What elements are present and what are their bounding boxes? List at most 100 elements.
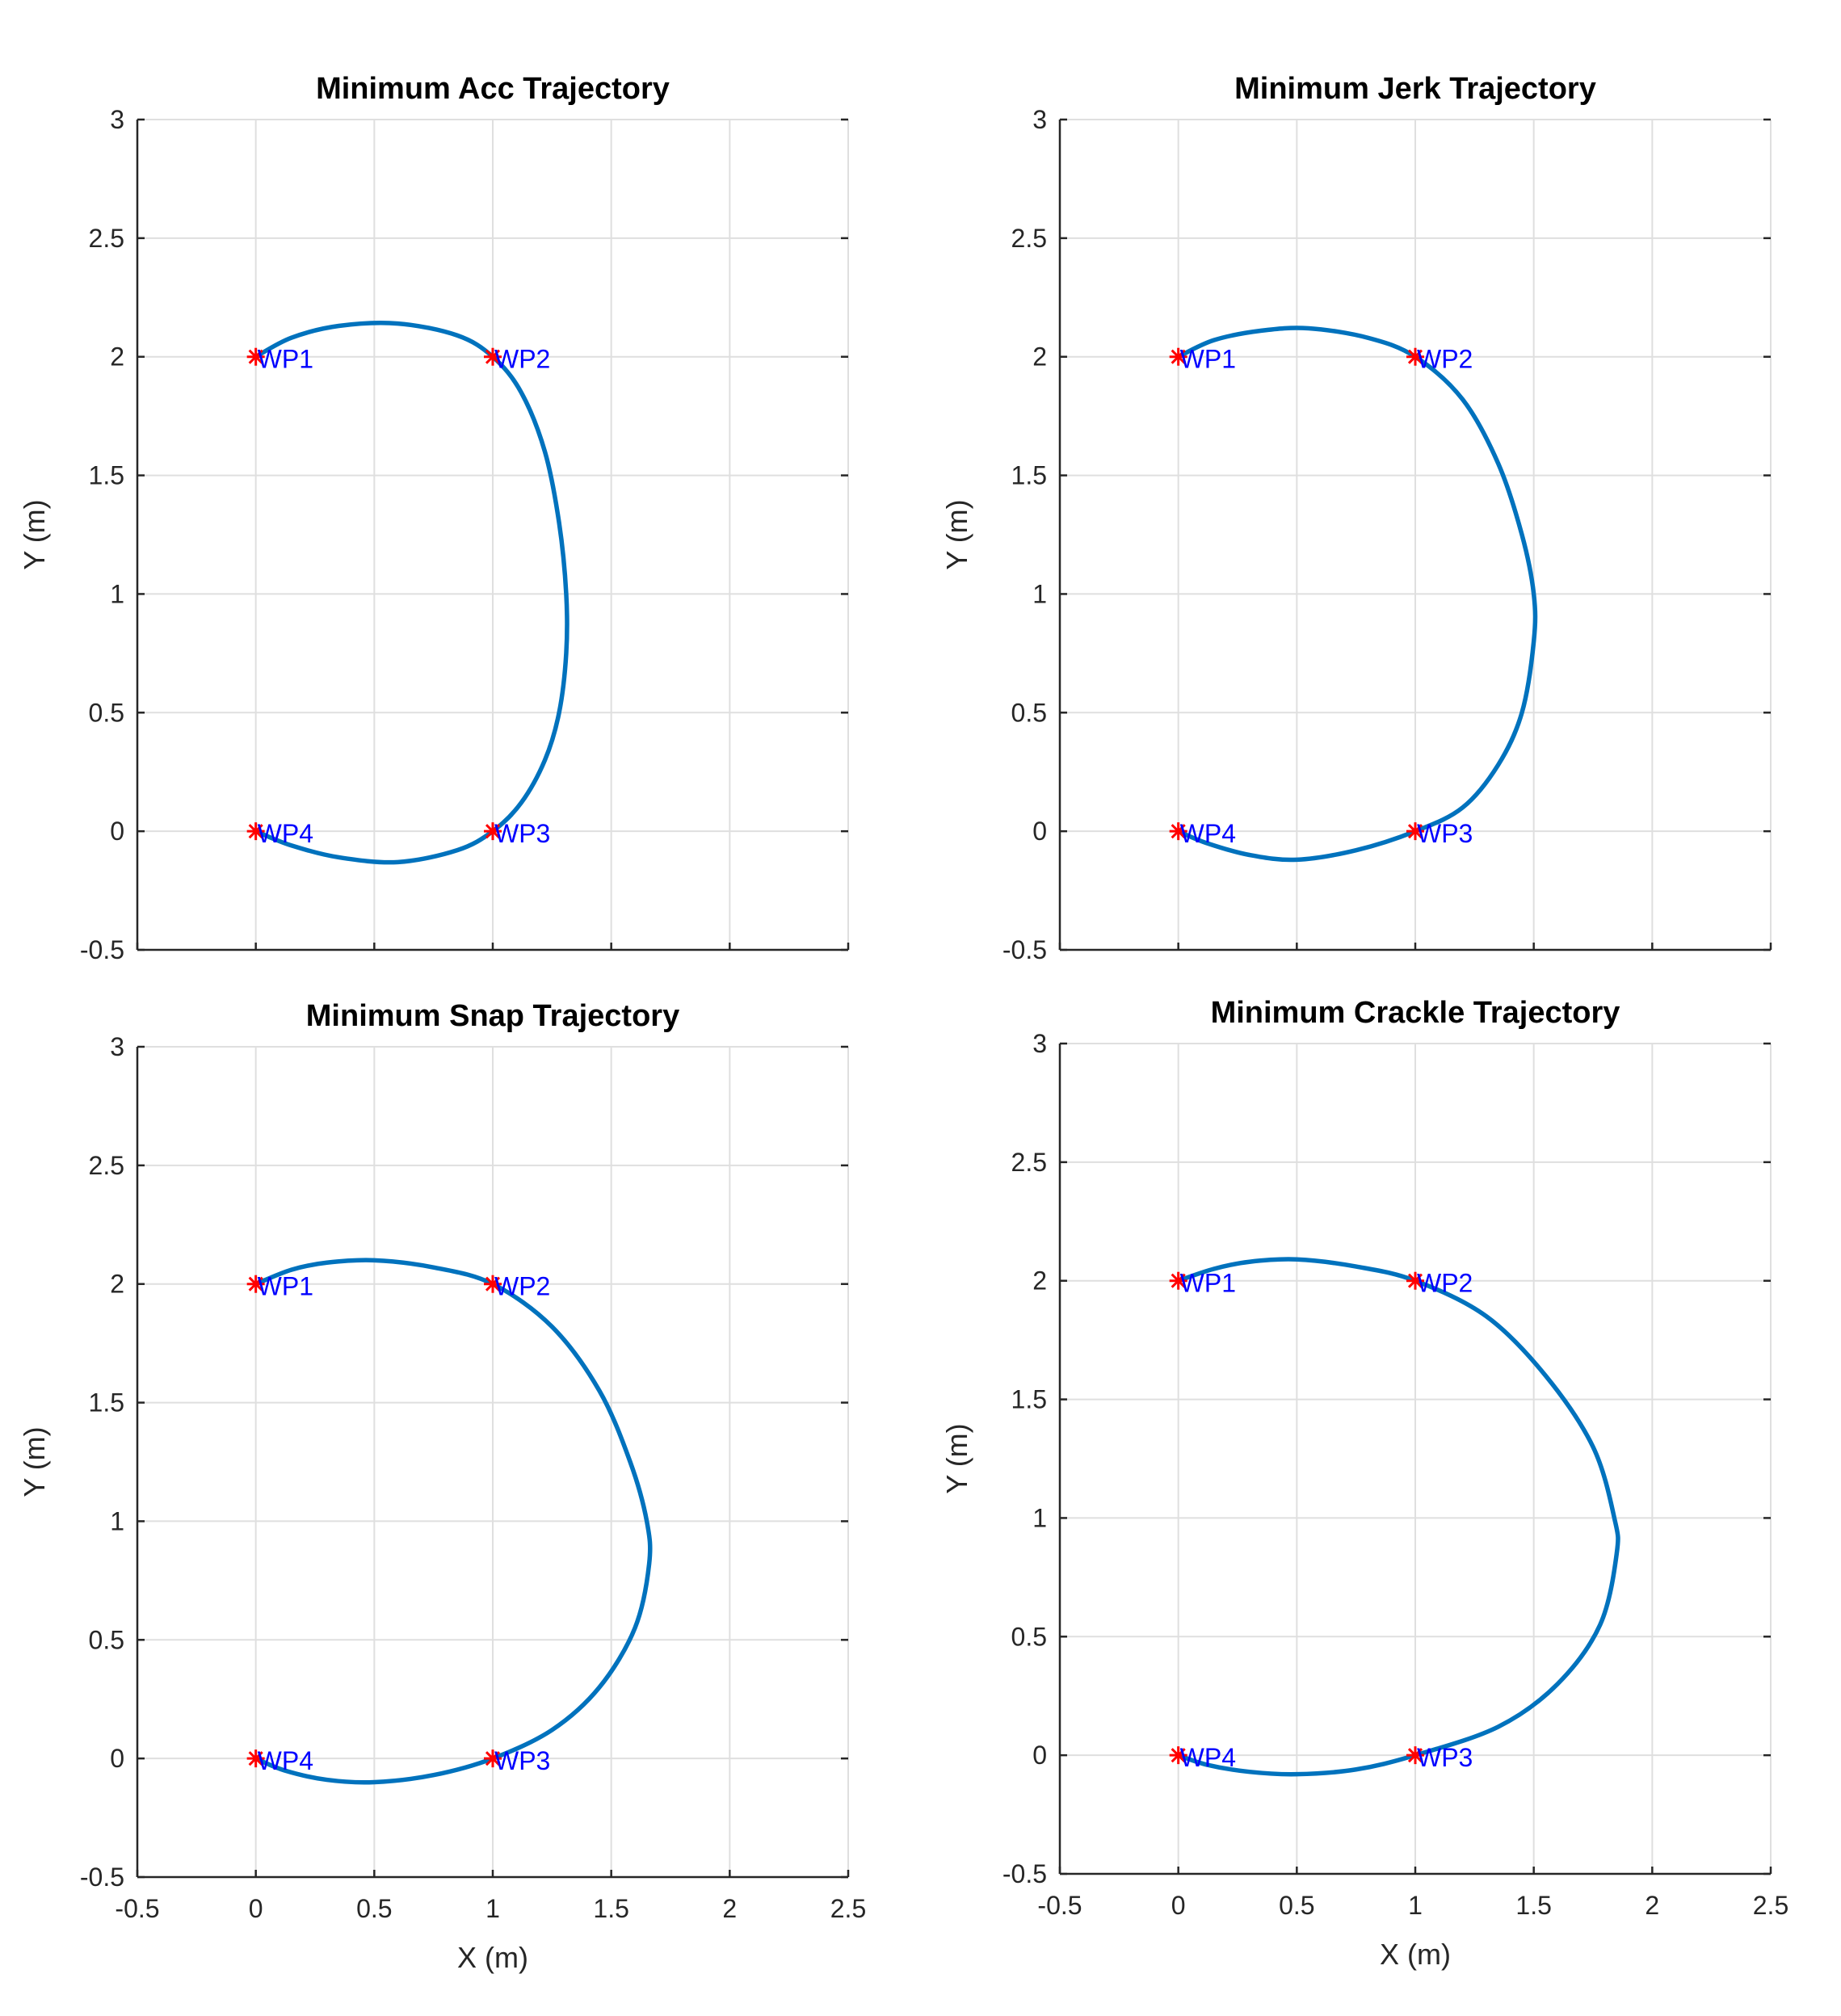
y-tick-label: 3: [1032, 105, 1047, 134]
waypoint-marker-stroke: [248, 1276, 263, 1292]
chart-title: Minimum Jerk Trajectory: [1234, 72, 1596, 106]
y-tick-label: -0.5: [1002, 1859, 1047, 1888]
y-tick-label: 2.5: [1011, 224, 1047, 253]
trajectory-line: [1175, 1257, 1620, 1777]
y-tick-label: 2.5: [89, 224, 124, 253]
x-tick-label: 2.5: [830, 1894, 866, 1923]
y-tick-label: 2: [110, 342, 124, 372]
waypoint-marker-stroke: [1407, 1748, 1423, 1763]
y-tick-label: 1: [110, 1506, 124, 1535]
x-tick-label: 0: [249, 1894, 263, 1923]
y-tick-label: 1.5: [1011, 461, 1047, 490]
trajectory-line: [253, 321, 570, 865]
y-tick-label: 2: [1032, 342, 1047, 372]
waypoint-marker-stroke: [485, 824, 501, 839]
y-tick-label: 1.5: [1011, 1385, 1047, 1414]
y-tick-label: 2: [1032, 1266, 1047, 1296]
waypoint-label: WP4: [258, 819, 313, 848]
waypoint-marker: [246, 822, 265, 841]
x-tick-label: 0: [1171, 1891, 1186, 1920]
waypoint-label: WP4: [1180, 819, 1236, 848]
x-tick-label: 1: [485, 1894, 500, 1923]
y-axis-label: Y (m): [940, 1423, 973, 1493]
waypoint-marker: [1406, 347, 1424, 366]
x-axis-label: X (m): [457, 1941, 528, 1974]
y-tick-label: 3: [1032, 1029, 1047, 1058]
y-tick-label: 3: [110, 1032, 124, 1061]
waypoint-marker: [1169, 822, 1187, 841]
waypoint-marker-stroke: [485, 349, 501, 364]
y-tick-label: 0: [1032, 1741, 1047, 1770]
waypoint-marker-stroke: [1407, 824, 1423, 839]
trajectory-line: [1175, 326, 1538, 863]
waypoint-marker: [1406, 1271, 1424, 1290]
waypoint-marker-stroke: [1407, 349, 1423, 364]
waypoint-label: WP2: [1417, 1269, 1473, 1298]
waypoint-marker-stroke: [1171, 349, 1186, 364]
x-tick-label: 2: [722, 1894, 737, 1923]
waypoint-marker: [246, 1749, 265, 1768]
x-tick-label: 1.5: [593, 1894, 628, 1923]
waypoint-label: WP3: [494, 819, 550, 848]
y-tick-label: -0.5: [80, 1863, 124, 1892]
waypoint-label: WP4: [1180, 1743, 1236, 1772]
y-tick-label: 1: [110, 579, 124, 608]
waypoint-marker-stroke: [248, 824, 263, 839]
waypoint-marker-stroke: [1407, 1273, 1423, 1288]
y-tick-label: 3: [110, 105, 124, 134]
x-tick-label: -0.5: [115, 1894, 159, 1923]
y-tick-label: 0.5: [89, 1625, 124, 1654]
chart-title: Minimum Crackle Trajectory: [1211, 996, 1620, 1030]
chart-title: Minimum Acc Trajectory: [316, 72, 670, 106]
y-axis-label: Y (m): [18, 1426, 51, 1497]
waypoint-label: WP2: [1417, 345, 1473, 374]
waypoint-label: WP2: [494, 345, 550, 374]
waypoint-marker-stroke: [485, 1751, 501, 1766]
waypoint-marker-stroke: [248, 349, 263, 364]
y-tick-label: 0.5: [1011, 1622, 1047, 1651]
waypoint-label: WP3: [1417, 819, 1473, 848]
y-tick-label: 0.5: [89, 698, 124, 727]
subplot-2: -0.5 0 0.5 1 1.5 2 2.5 3 Minimum Jerk Trajectory…: [940, 72, 1772, 964]
waypoint-marker: [1406, 1746, 1424, 1765]
x-tick-label: -0.5: [1037, 1891, 1082, 1920]
y-tick-label: 0: [110, 1744, 124, 1773]
y-axis-label: Y (m): [18, 499, 51, 569]
y-tick-label: 1: [1032, 579, 1047, 608]
y-tick-label: -0.5: [80, 935, 124, 964]
subplot-4: -0.5 0 0.5 1 1.5 2 2.5 3 -0.5 0 0.5 1 1.5 2 2.5 Minimum…: [940, 996, 1788, 1971]
y-tick-label: 1.5: [89, 1388, 124, 1418]
trajectory-line: [253, 1258, 653, 1785]
waypoint-marker: [484, 1749, 502, 1768]
waypoint-marker: [1169, 1271, 1187, 1290]
waypoint-marker: [484, 822, 502, 841]
waypoint-label: WP2: [494, 1272, 550, 1301]
waypoint-label: WP1: [1180, 345, 1236, 374]
waypoint-label: WP3: [1417, 1743, 1473, 1772]
x-tick-label: 2.5: [1753, 1891, 1788, 1920]
y-tick-label: 2.5: [1011, 1148, 1047, 1177]
waypoint-marker: [484, 347, 502, 366]
waypoint-marker: [1169, 1746, 1187, 1765]
subplot-3: -0.5 0 0.5 1 1.5 2 2.5 3 -0.5 0 0.5 1 1.5 2 2.5 Minimum…: [18, 999, 866, 1974]
waypoint-label: WP3: [494, 1746, 550, 1775]
x-tick-label: 1.5: [1515, 1891, 1551, 1920]
y-axis-label: Y (m): [940, 499, 973, 569]
waypoint-marker: [1169, 347, 1187, 366]
y-tick-label: 0: [1032, 817, 1047, 846]
y-tick-label: 1: [1032, 1503, 1047, 1532]
waypoint-marker: [246, 347, 265, 366]
waypoint-marker-stroke: [1171, 824, 1186, 839]
waypoint-marker: [246, 1275, 265, 1293]
waypoint-marker-stroke: [1171, 1273, 1186, 1288]
waypoint-marker-stroke: [485, 1276, 501, 1292]
waypoint-marker: [484, 1275, 502, 1293]
x-tick-label: 2: [1645, 1891, 1659, 1920]
waypoint-label: WP1: [258, 1272, 313, 1301]
waypoint-label: WP1: [258, 345, 313, 374]
waypoint-label: WP4: [258, 1746, 313, 1775]
waypoint-marker-stroke: [1171, 1748, 1186, 1763]
chart-title: Minimum Snap Trajectory: [306, 999, 679, 1033]
waypoint-marker: [1406, 822, 1424, 841]
